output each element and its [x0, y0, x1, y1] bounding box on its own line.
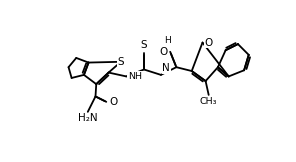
Text: H: H: [165, 36, 171, 45]
Text: O: O: [160, 47, 168, 57]
Text: N: N: [163, 63, 170, 73]
Text: H₂N: H₂N: [78, 113, 98, 123]
Text: S: S: [141, 40, 147, 50]
Text: CH₃: CH₃: [200, 97, 218, 106]
Text: NH: NH: [128, 72, 142, 81]
Text: S: S: [118, 57, 124, 67]
Text: O: O: [109, 97, 118, 107]
Text: O: O: [205, 38, 213, 47]
